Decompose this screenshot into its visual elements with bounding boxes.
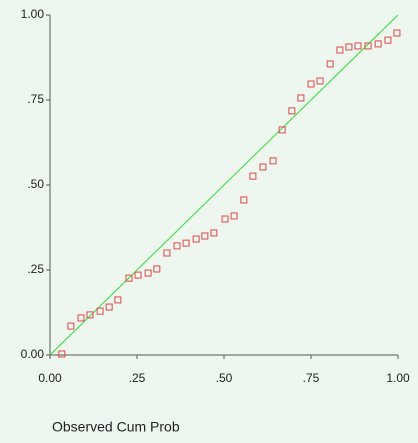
point <box>394 30 400 36</box>
chart: Observed Cum Prob 0.00 .25 .50 .75 1.00 0.00.… <box>0 0 418 443</box>
point <box>211 230 217 236</box>
point <box>270 158 276 164</box>
point <box>164 250 170 256</box>
point <box>346 44 352 50</box>
point <box>59 351 65 357</box>
point <box>317 78 323 84</box>
x-tick-label: 0.00 <box>38 371 62 385</box>
point <box>68 323 74 329</box>
x-axis-label: Observed Cum Prob <box>52 419 180 435</box>
point <box>298 95 304 101</box>
x-tick-label: .75 <box>303 371 320 385</box>
point <box>222 216 228 222</box>
point <box>250 173 256 179</box>
x-tick-label: .50 <box>216 371 233 385</box>
point <box>193 236 199 242</box>
y-tick-label: 1.00 <box>21 7 45 21</box>
reference-line <box>50 15 398 355</box>
point <box>327 61 333 67</box>
point <box>183 240 189 246</box>
point <box>260 164 266 170</box>
point <box>231 213 237 219</box>
point <box>385 37 391 43</box>
y-tick-label: .75 <box>27 92 44 106</box>
point <box>375 41 381 47</box>
y-tick-label: .50 <box>27 177 44 191</box>
point <box>355 43 361 49</box>
point <box>154 266 160 272</box>
point <box>202 233 208 239</box>
point <box>241 197 247 203</box>
point <box>145 270 151 276</box>
point <box>78 315 84 321</box>
point <box>106 304 112 310</box>
y-tick-label: .25 <box>27 262 44 276</box>
point <box>308 81 314 87</box>
point <box>97 308 103 314</box>
x-tick-label: .25 <box>129 371 146 385</box>
point <box>337 47 343 53</box>
point <box>115 297 121 303</box>
x-tick-label: 1.00 <box>386 371 410 385</box>
point <box>87 312 93 318</box>
y-tick-label: 0.00 <box>21 347 45 361</box>
point <box>289 108 295 114</box>
point <box>174 243 180 249</box>
point <box>135 272 141 278</box>
